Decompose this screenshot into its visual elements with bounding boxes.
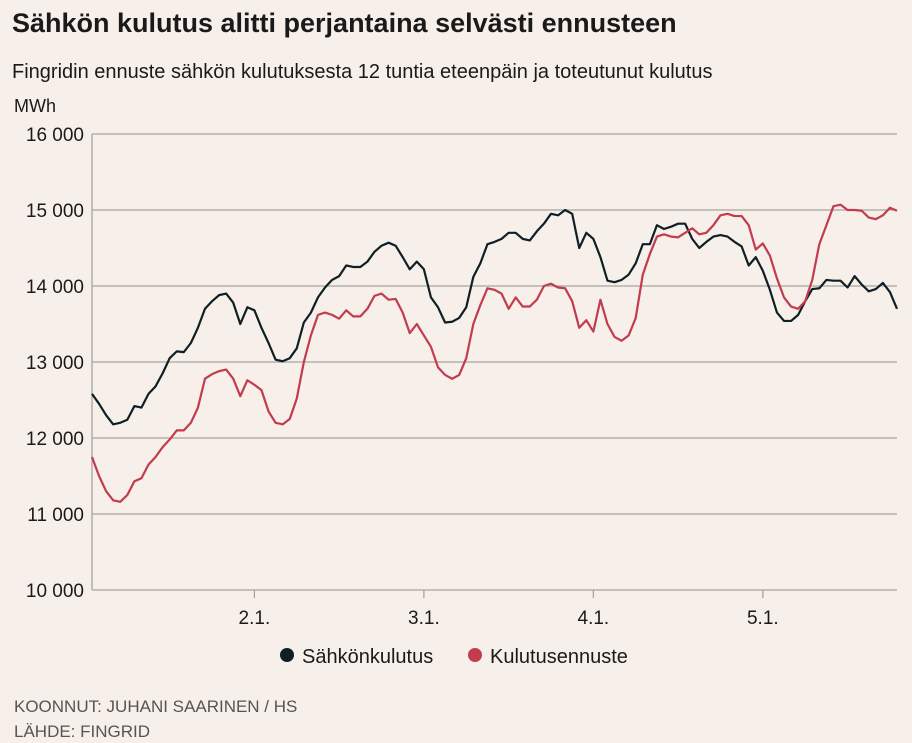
y-tick-label: 14 000	[26, 277, 84, 298]
credit: KOONNUT: JUHANI SAARINEN / HS	[14, 697, 297, 716]
y-axis-label: MWh	[14, 96, 56, 116]
x-tick-label: 3.1.	[408, 608, 440, 629]
legend-label: Sähkönkulutus	[302, 646, 433, 668]
series-line	[91, 208, 899, 426]
x-tick-label: 5.1.	[747, 608, 779, 629]
y-tick-label: 10 000	[26, 581, 84, 602]
legend-swatch	[280, 648, 294, 662]
x-tick-label: 2.1.	[239, 608, 271, 629]
y-tick-label: 15 000	[26, 201, 84, 222]
chart-subtitle: Fingridin ennuste sähkön kulutuksesta 12…	[12, 61, 712, 83]
credit: LÄHDE: FINGRID	[14, 722, 150, 741]
y-tick-label: 16 000	[26, 125, 84, 146]
legend-swatch	[468, 648, 482, 662]
chart-title: Sähkön kulutus alitti perjantaina selväs…	[12, 8, 677, 38]
y-tick-label: 11 000	[27, 505, 84, 526]
legend-label: Kulutusennuste	[490, 646, 628, 668]
y-tick-label: 13 000	[26, 353, 84, 374]
y-tick-label: 12 000	[26, 429, 84, 450]
series-line	[90, 203, 898, 503]
x-tick-label: 4.1.	[578, 608, 610, 629]
